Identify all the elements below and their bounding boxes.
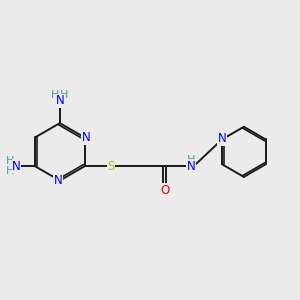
Text: H: H bbox=[51, 90, 60, 100]
Text: N: N bbox=[187, 160, 195, 173]
Text: N: N bbox=[82, 131, 91, 144]
Text: N: N bbox=[218, 132, 226, 145]
Text: H: H bbox=[6, 166, 14, 176]
Text: N: N bbox=[12, 160, 21, 173]
Text: H: H bbox=[60, 90, 68, 100]
Text: H: H bbox=[187, 155, 195, 165]
Text: S: S bbox=[107, 160, 115, 173]
Text: O: O bbox=[160, 184, 169, 196]
Text: H: H bbox=[6, 156, 14, 166]
Text: N: N bbox=[56, 94, 64, 107]
Text: N: N bbox=[54, 174, 63, 187]
